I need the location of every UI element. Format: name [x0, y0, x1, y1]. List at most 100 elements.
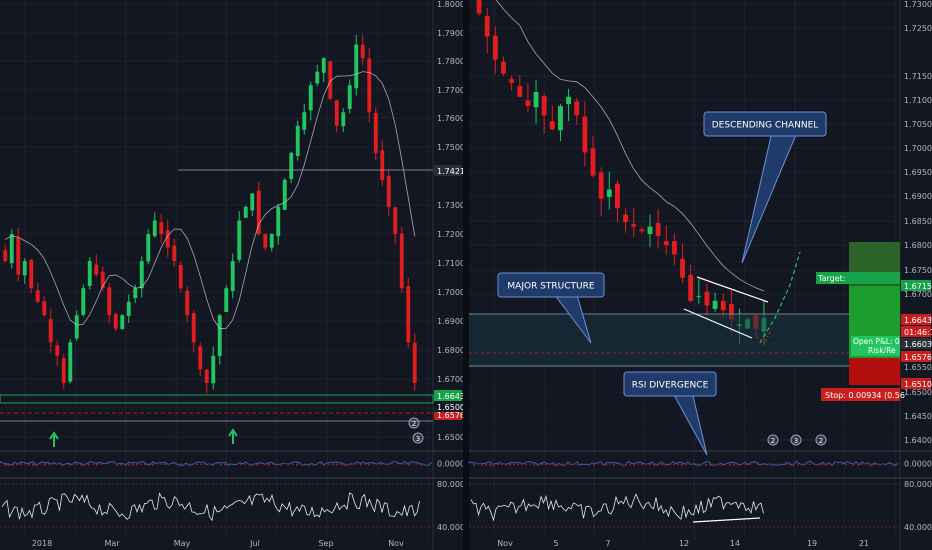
macd-histogram-bar	[224, 463, 226, 466]
candle-body	[263, 234, 268, 248]
event-marker-icon[interactable]	[767, 434, 779, 446]
price-tick-label: 1.69000	[904, 192, 932, 201]
risk-reward-label: Risk/Re	[868, 346, 896, 355]
candle-body	[598, 172, 604, 199]
macd-histogram-bar	[208, 463, 210, 465]
macd-histogram-bar	[152, 463, 154, 466]
macd-histogram-bar	[272, 463, 274, 465]
date-tick-label: 2018	[32, 539, 52, 548]
macd-histogram-bar	[216, 463, 218, 465]
macd-histogram-bar	[92, 463, 94, 465]
candle-body	[321, 58, 326, 73]
candle-body	[191, 313, 196, 343]
macd-histogram-bar	[617, 463, 619, 465]
descending-channel-callout-box[interactable]	[703, 111, 827, 137]
stop-zone	[849, 358, 900, 385]
macd-histogram-bar	[861, 463, 863, 466]
candle-body	[728, 303, 734, 320]
macd-histogram-bar	[176, 463, 178, 466]
rsi-divergence-callout-box[interactable]	[623, 371, 717, 397]
date-tick-label: 7	[605, 539, 610, 548]
macd-histogram-bar	[172, 463, 174, 465]
candle-body	[139, 261, 144, 289]
price-tick-label: 1.67000	[904, 290, 932, 299]
left-chart-panel[interactable]: 1.80000 1.79000 1.78000 1.77000 1.76000 1.750…	[0, 0, 470, 550]
event-marker-icon[interactable]	[815, 434, 827, 446]
event-marker-icon[interactable]	[408, 417, 420, 429]
macd-histogram-bar	[825, 463, 827, 466]
candle-body	[623, 214, 629, 222]
macd-histogram-bar	[280, 463, 282, 466]
macd-histogram-bar	[673, 463, 675, 465]
candle-body	[152, 220, 157, 237]
macd-histogram-bar	[785, 463, 787, 465]
price-badge-label: 1.66432	[437, 392, 470, 401]
candle-body	[492, 35, 498, 60]
macd-histogram-bar	[585, 463, 587, 465]
macd-histogram-bar	[529, 463, 531, 465]
date-tick-label: May	[174, 539, 191, 548]
candle-body	[566, 96, 572, 105]
macd-histogram-bar	[801, 463, 803, 466]
macd-histogram-bar	[733, 463, 735, 466]
macd-histogram-bar	[376, 463, 378, 465]
macd-histogram-bar	[160, 463, 162, 465]
channel-upper-line	[696, 276, 769, 303]
price-tick-label: 1.75000	[437, 143, 470, 152]
candle-body	[243, 206, 248, 218]
macd-histogram-bar	[553, 463, 555, 466]
candle-body	[647, 226, 653, 235]
macd-histogram-bar	[284, 463, 286, 465]
macd-histogram-bar	[885, 463, 887, 465]
macd-histogram-bar	[665, 463, 667, 466]
macd-histogram-bar	[849, 463, 851, 465]
candle-body	[367, 58, 372, 113]
macd-histogram-bar	[753, 463, 755, 465]
descending-channel-callout-label: DESCENDING CHANNEL	[712, 121, 819, 131]
candle-body	[9, 234, 14, 264]
major-structure-callout-box[interactable]	[497, 272, 605, 298]
macd-histogram-bar	[60, 463, 62, 466]
candle-body	[380, 150, 385, 180]
macd-histogram-bar	[320, 463, 322, 465]
macd-histogram-bar	[601, 463, 603, 465]
event-marker-icon[interactable]	[790, 434, 802, 446]
macd-histogram-bar	[356, 463, 358, 465]
macd-histogram-bar	[252, 463, 254, 465]
candle-body	[16, 237, 21, 275]
date-tick-label: 14	[730, 539, 740, 548]
candle-body	[671, 241, 677, 255]
macd-histogram-bar	[212, 463, 214, 465]
macd-histogram-bar	[36, 463, 38, 465]
event-marker-count: 2	[412, 420, 416, 428]
macd-histogram-bar	[128, 463, 130, 466]
price-badge	[901, 378, 931, 389]
macd-histogram-bar	[485, 463, 487, 466]
candle-body	[525, 100, 531, 107]
open-pnl-label: Open P&L: 0	[853, 337, 900, 346]
macd-histogram-bar	[316, 463, 318, 466]
price-tick-label: 1.72500	[904, 24, 932, 33]
price-badge	[434, 409, 462, 420]
macd-histogram-bar	[633, 463, 635, 466]
candle-body	[360, 44, 365, 59]
event-marker-icon[interactable]	[412, 432, 424, 444]
candle-body	[113, 313, 118, 329]
macd-histogram-bar	[88, 463, 90, 466]
right-chart-panel[interactable]: 1.73000 1.72500 1.71500 1.71000 1.70500 1.700…	[463, 0, 932, 550]
price-tick-label: 1.73000	[437, 201, 470, 210]
candle-body	[133, 288, 138, 298]
macd-histogram-bar	[360, 463, 362, 466]
macd-histogram-bar	[533, 463, 535, 466]
candle-body	[696, 296, 702, 298]
macd-tick-label: 0.0000	[904, 460, 932, 469]
candle-body	[509, 78, 515, 83]
price-tick-label: 1.71500	[904, 72, 932, 81]
moving-average-line	[495, 0, 765, 292]
price-tick-label: 1.70000	[904, 144, 932, 153]
macd-histogram-bar	[164, 463, 166, 466]
macd-histogram-bar	[324, 463, 326, 465]
macd-histogram-bar	[396, 463, 398, 465]
date-tick-label: Nov	[388, 539, 404, 548]
price-badge	[901, 280, 931, 291]
